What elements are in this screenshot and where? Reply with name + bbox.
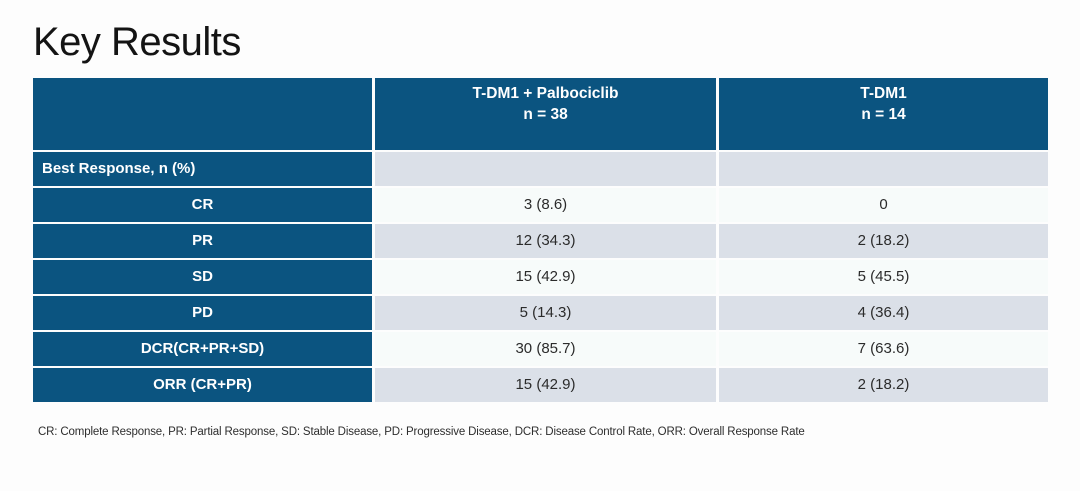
column-header-label: T-DM1 + Palbociclib [472, 85, 619, 102]
column-header-tdm1-palbociclib: T-DM1 + Palbociclib n = 38 [375, 78, 716, 150]
section-row-label: Best Response, n (%) [33, 152, 372, 186]
abbreviations-footnote: CR: Complete Response, PR: Partial Respo… [38, 426, 805, 438]
data-cell: 12 (34.3) [375, 224, 716, 258]
data-cell: 3 (8.6) [375, 188, 716, 222]
results-table: T-DM1 + Palbociclib n = 38 T-DM1 n = 14 … [33, 78, 1048, 402]
row-label-pr: PR [33, 224, 372, 258]
column-header-n: n = 38 [523, 105, 568, 123]
row-label-sd: SD [33, 260, 372, 294]
data-cell: 2 (18.2) [719, 224, 1048, 258]
data-cell: 2 (18.2) [719, 368, 1048, 402]
data-cell: 15 (42.9) [375, 260, 716, 294]
data-cell: 4 (36.4) [719, 296, 1048, 330]
column-header-label: T-DM1 [860, 85, 907, 102]
column-header-tdm1: T-DM1 n = 14 [719, 78, 1048, 150]
data-cell: 0 [719, 188, 1048, 222]
data-cell: 5 (14.3) [375, 296, 716, 330]
column-header-n: n = 14 [861, 105, 906, 123]
column-header-empty [33, 78, 372, 150]
data-cell [719, 152, 1048, 186]
row-label-dcr: DCR(CR+PR+SD) [33, 332, 372, 366]
data-cell: 15 (42.9) [375, 368, 716, 402]
data-cell: 30 (85.7) [375, 332, 716, 366]
row-label-pd: PD [33, 296, 372, 330]
data-cell [375, 152, 716, 186]
row-label-orr: ORR (CR+PR) [33, 368, 372, 402]
data-cell: 5 (45.5) [719, 260, 1048, 294]
data-cell: 7 (63.6) [719, 332, 1048, 366]
page-title: Key Results [33, 20, 241, 64]
row-label-cr: CR [33, 188, 372, 222]
